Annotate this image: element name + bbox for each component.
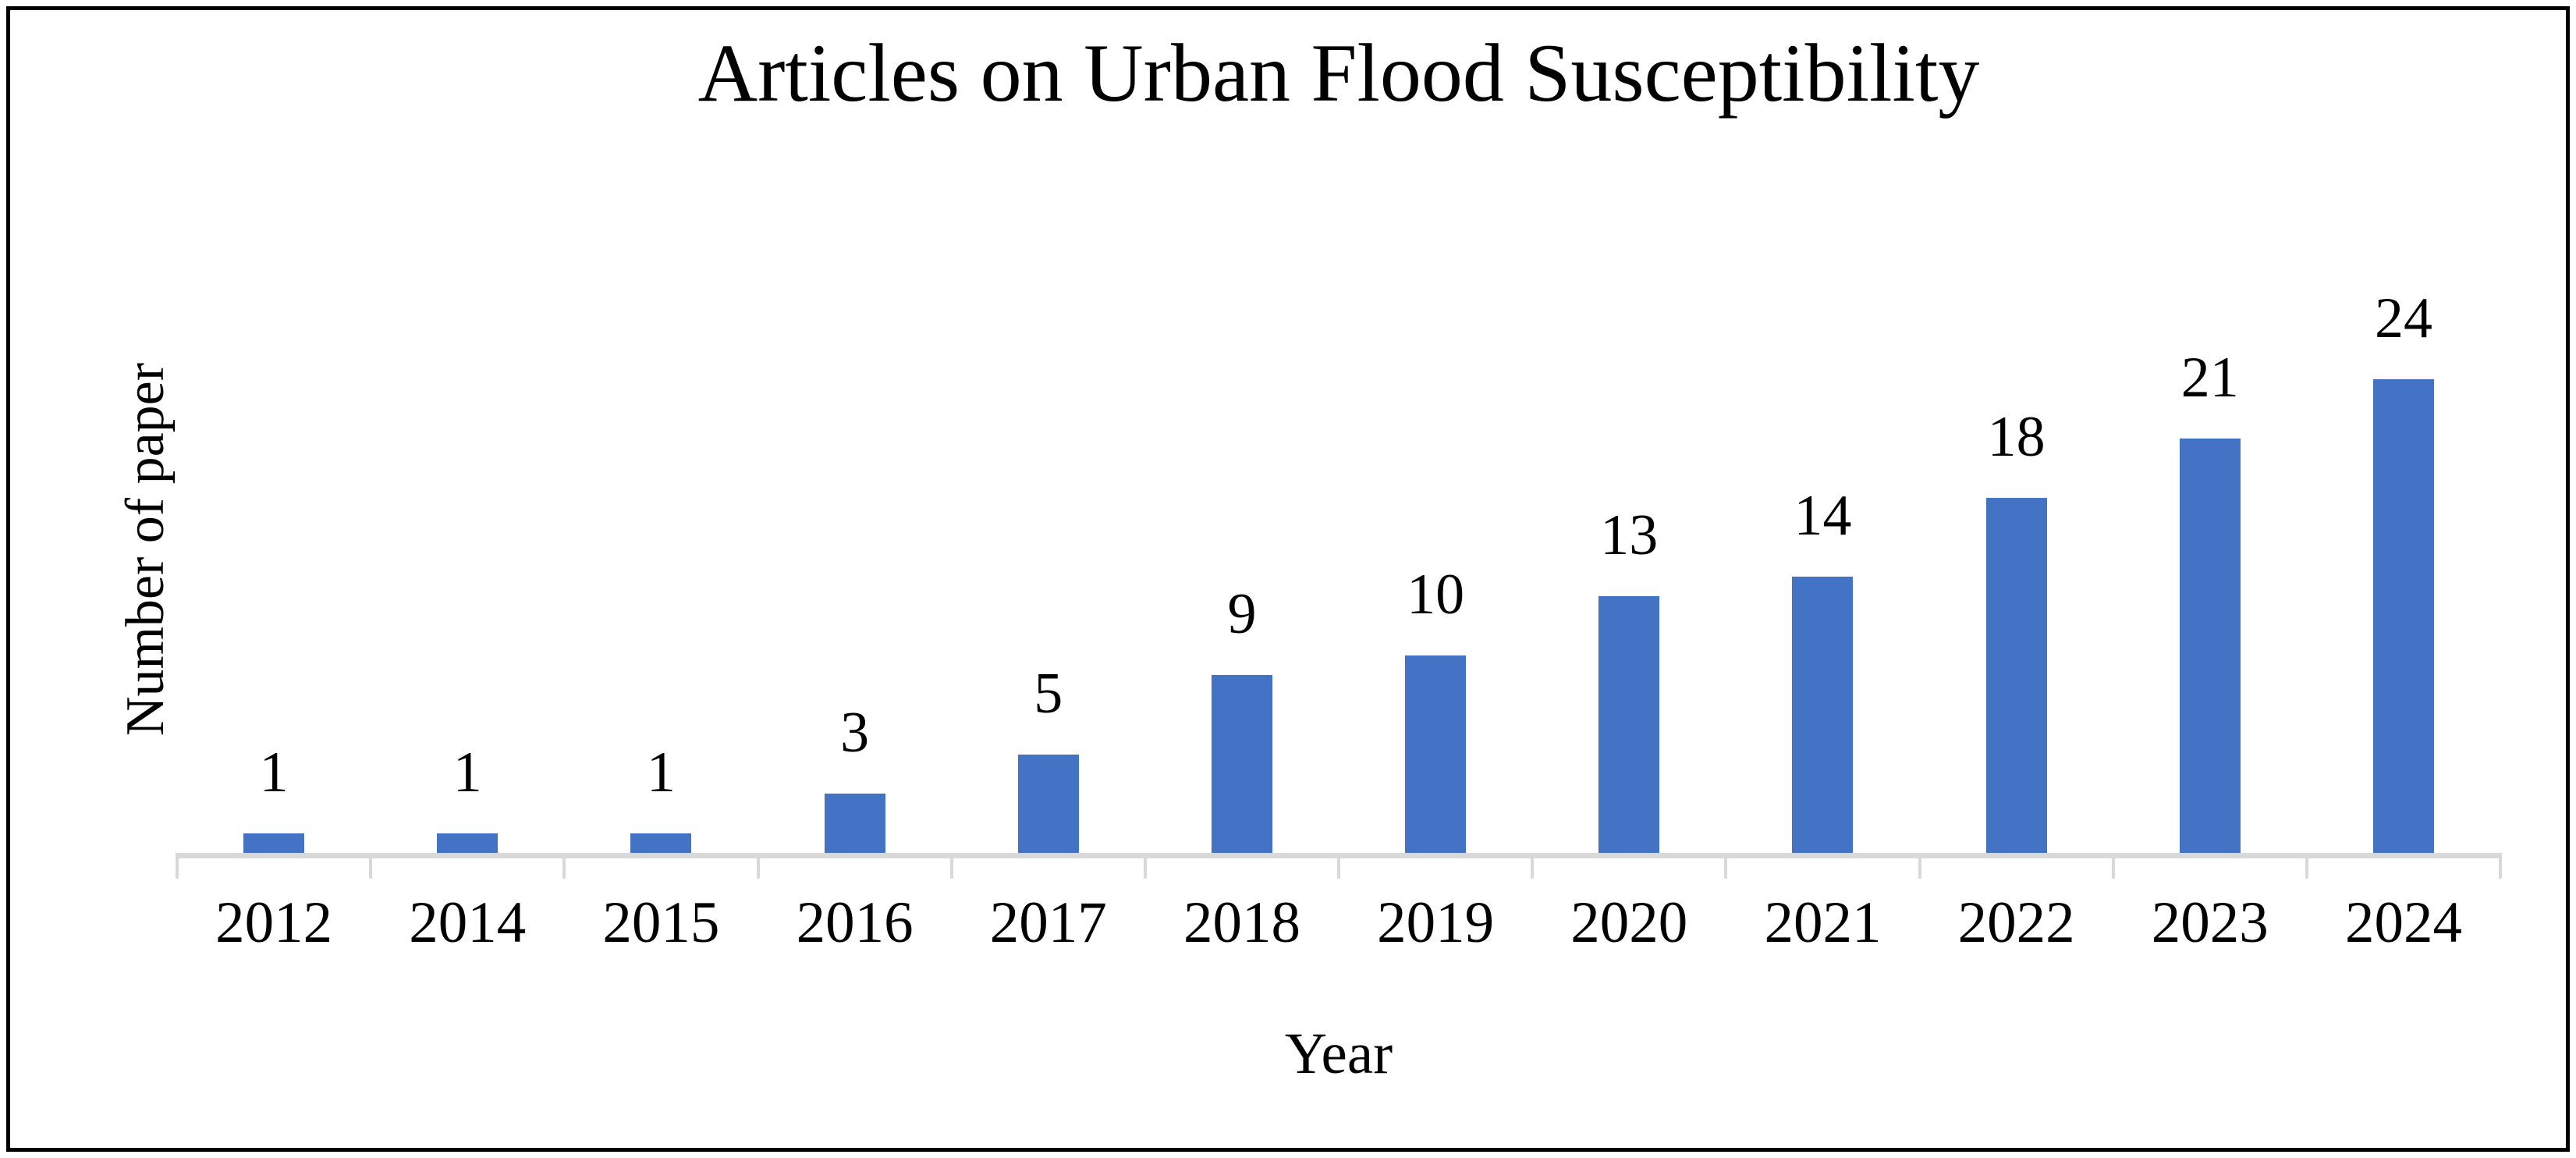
x-axis-title: Year [1284, 1021, 1393, 1086]
bar-value-label: 14 [1794, 484, 1852, 549]
bar-category: 10 [1339, 322, 1532, 853]
bar-category: 1 [371, 322, 564, 853]
bar-value-label: 5 [1034, 662, 1063, 726]
x-axis-tick [562, 853, 566, 879]
x-tick-label: 2017 [989, 890, 1107, 955]
bar-value-label: 10 [1407, 563, 1465, 627]
bar [437, 833, 499, 853]
chart-title: Articles on Urban Flood Susceptibility [697, 27, 1980, 119]
bar [1792, 577, 1854, 853]
x-tick-label: 2021 [1764, 890, 1882, 955]
x-axis-tick [176, 853, 179, 879]
x-axis-tick [369, 853, 372, 879]
x-tick-label: 2018 [1183, 890, 1300, 955]
bar-category: 21 [2113, 322, 2307, 853]
bar [1017, 755, 1079, 853]
x-axis-tick [1337, 853, 1340, 879]
bars-row: 1 1 1 3 5 9 10 13 14 18 21 24 [177, 286, 2500, 853]
bar-category: 1 [177, 322, 371, 853]
x-axis-tick [2499, 853, 2502, 879]
bar-value-label: 1 [259, 741, 289, 805]
x-tick-label: 2022 [1957, 890, 2075, 955]
x-axis-tick [757, 853, 760, 879]
x-axis-tick [1531, 853, 1534, 879]
plot-area: 1 1 1 3 5 9 10 13 14 18 21 24 [176, 286, 2502, 879]
bar-value-label: 9 [1227, 582, 1257, 647]
bar-category: 9 [1145, 322, 1339, 853]
bar-value-label: 1 [646, 741, 676, 805]
x-tick-label: 2023 [2151, 890, 2269, 955]
bar-category: 18 [1920, 322, 2113, 853]
x-tick-label: 2015 [602, 890, 720, 955]
bar-value-label: 18 [1987, 405, 2046, 470]
y-axis-title: Number of paper [115, 362, 176, 737]
x-axis-tick [1724, 853, 1727, 879]
x-tick-label: 2024 [2344, 890, 2462, 955]
bar-category: 14 [1726, 322, 1919, 853]
x-axis-tick [950, 853, 953, 879]
bar [1405, 655, 1467, 853]
bar-category: 3 [758, 322, 952, 853]
bar [1211, 675, 1272, 853]
x-axis-tick [1144, 853, 1147, 879]
x-tick-label: 2019 [1377, 890, 1495, 955]
bar-value-label: 1 [452, 741, 482, 805]
x-tick-label: 2012 [215, 890, 333, 955]
bar-value-label: 24 [2374, 286, 2432, 351]
bar [2179, 439, 2241, 853]
bar [630, 833, 692, 853]
bar-category: 24 [2307, 286, 2500, 853]
bar [1985, 498, 2047, 853]
x-axis-tick [2112, 853, 2115, 879]
bar [243, 833, 305, 853]
bar-value-label: 13 [1600, 503, 1659, 568]
bar [2372, 379, 2434, 853]
bar-value-label: 3 [840, 701, 870, 765]
bar-category: 13 [1532, 322, 1726, 853]
x-labels-row: 2012 2014 2015 2016 2017 2018 2019 2020 2021 2022… [177, 890, 2500, 957]
bar-value-label: 21 [2180, 346, 2239, 410]
x-tick-label: 2016 [796, 890, 914, 955]
bar [1598, 596, 1660, 853]
x-axis-tick [2305, 853, 2308, 879]
bar [824, 794, 885, 853]
x-tick-label: 2014 [409, 890, 527, 955]
bar-category: 1 [564, 322, 758, 853]
bar-category: 5 [952, 322, 1145, 853]
x-axis-tick [1918, 853, 1921, 879]
x-tick-label: 2020 [1570, 890, 1688, 955]
